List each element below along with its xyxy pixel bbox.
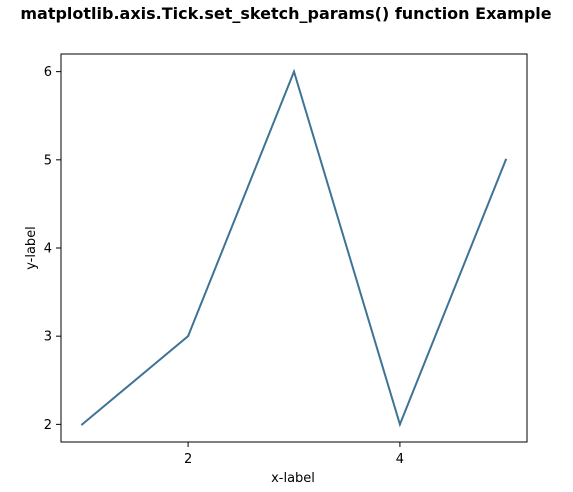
y-tick-label: 6 <box>44 65 52 80</box>
x-tick-label: 2 <box>184 452 192 467</box>
x-tick-label: 4 <box>396 452 404 467</box>
y-tick-label: 4 <box>44 242 52 257</box>
data-point <box>398 423 401 426</box>
series-points <box>81 70 507 426</box>
y-tick-label: 3 <box>44 330 52 345</box>
data-point <box>187 335 190 338</box>
y-tick-label: 2 <box>44 418 52 433</box>
y-axis: 2 3 4 5 6 <box>44 65 61 433</box>
data-point <box>504 158 507 161</box>
data-point <box>293 70 295 73</box>
chart-title: matplotlib.axis.Tick.set_sketch_params()… <box>20 4 551 23</box>
y-axis-label: y-label <box>24 226 39 270</box>
data-point <box>81 423 84 426</box>
y-tick-label: 5 <box>44 153 52 168</box>
x-axis-label: x-label <box>271 471 315 486</box>
